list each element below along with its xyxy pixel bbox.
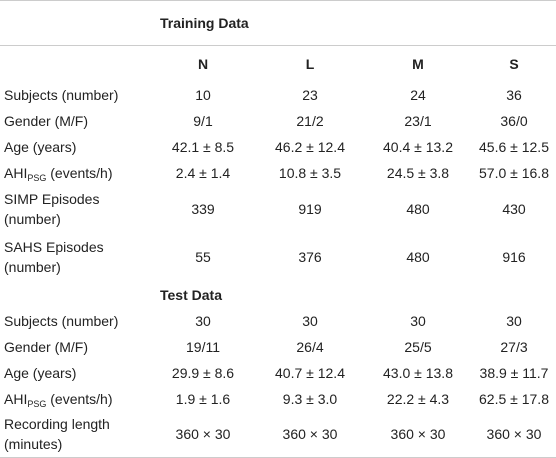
value-cell: 45.6 ± 12.5	[479, 138, 549, 155]
value-cell: 916	[502, 248, 526, 265]
value-cell: 339	[191, 200, 215, 217]
label-main: AHI	[4, 164, 28, 181]
row-label: SIMP Episodes (number)	[4, 190, 100, 227]
column-header: N	[197, 55, 209, 72]
label-subscript: PSG	[27, 172, 47, 183]
value-cell: 10.8 ± 3.5	[278, 164, 342, 181]
table-row: Subjects (number) 10 23 24 36	[0, 82, 556, 108]
value-cell: 30	[410, 312, 426, 329]
row-label: Age (years)	[4, 364, 77, 381]
row-label: Subjects (number)	[4, 312, 119, 329]
value-cell: 62.5 ± 17.8	[479, 390, 549, 407]
value-cell: 36	[506, 86, 522, 103]
table-row: Subjects (number) 30 30 30 30	[0, 308, 556, 334]
section-title: Test Data	[160, 286, 222, 303]
table-row: Test Data	[0, 282, 556, 308]
value-cell: 21/2	[296, 112, 324, 129]
row-label: Subjects (number)	[4, 86, 119, 103]
value-cell: 55	[195, 248, 211, 265]
value-cell: 25/5	[404, 338, 432, 355]
table-row: SAHS Episodes (number) 55 376 480 916	[0, 232, 556, 282]
column-header: S	[509, 55, 519, 72]
column-header: M	[412, 55, 424, 72]
row-label: AHIPSG (events/h)	[0, 386, 150, 412]
value-cell: 26/4	[296, 338, 324, 355]
spacer	[0, 282, 150, 308]
value-cell: 42.1 ± 8.5	[171, 138, 235, 155]
value-cell: 40.4 ± 13.2	[383, 138, 453, 155]
table-row: Age (years) 29.9 ± 8.6 40.7 ± 12.4 43.0 ± 1…	[0, 360, 556, 386]
value-cell: 27/3	[500, 338, 528, 355]
spacer	[0, 46, 150, 82]
section-title: Training Data	[150, 0, 556, 46]
row-label: Gender (M/F)	[4, 338, 89, 355]
value-cell: 46.2 ± 12.4	[275, 138, 345, 155]
value-cell: 40.7 ± 12.4	[275, 364, 345, 381]
value-cell: 360 × 30	[150, 411, 256, 458]
value-cell: 10	[195, 86, 211, 103]
table-row: Recording length (minutes) 360 × 30 360 × …	[0, 411, 556, 458]
table-row: SIMP Episodes (number) 339 919 480 430	[0, 186, 556, 232]
row-label: Recording length (minutes)	[0, 411, 150, 458]
value-cell: 376	[298, 248, 322, 265]
column-header: L	[305, 55, 315, 72]
value-cell: 19/11	[186, 338, 220, 355]
table-row: Gender (M/F) 9/1 21/2 23/1 36/0	[0, 108, 556, 134]
value-cell: 29.9 ± 8.6	[171, 364, 235, 381]
value-cell: 24.5 ± 3.8	[386, 164, 450, 181]
label-main: AHI	[4, 390, 28, 407]
value-cell: 9/1	[193, 112, 213, 129]
value-cell: 480	[406, 248, 430, 265]
value-cell: 480	[406, 200, 430, 217]
value-cell: 30	[506, 312, 522, 329]
value-cell: 36/0	[500, 112, 528, 129]
row-label: AHIPSG (events/h)	[0, 160, 150, 186]
table-row: AHIPSG (events/h) 2.4 ± 1.4 10.8 ± 3.5 24.5…	[0, 160, 556, 186]
value-cell: 919	[298, 200, 322, 217]
value-cell: 38.9 ± 11.7	[479, 364, 549, 381]
row-label: Gender (M/F)	[4, 112, 89, 129]
value-cell: 57.0 ± 16.8	[479, 164, 549, 181]
label-rest: (events/h)	[46, 390, 113, 407]
label-rest: (events/h)	[46, 164, 113, 181]
table-row: Training Data	[0, 0, 556, 46]
value-cell: 360 × 30	[472, 411, 556, 458]
value-cell: 43.0 ± 13.8	[383, 364, 453, 381]
value-cell: 2.4 ± 1.4	[175, 164, 231, 181]
value-cell: 23/1	[404, 112, 432, 129]
value-cell: 360 × 30	[364, 411, 472, 458]
value-cell: 9.3 ± 3.0	[282, 390, 338, 407]
table-row: AHIPSG (events/h) 1.9 ± 1.6 9.3 ± 3.0 22.2 …	[0, 386, 556, 412]
table-row: Age (years) 42.1 ± 8.5 46.2 ± 12.4 40.4 ± 1…	[0, 134, 556, 160]
value-cell: 22.2 ± 4.3	[386, 390, 450, 407]
value-cell: 24	[410, 86, 426, 103]
value-cell: 30	[302, 312, 318, 329]
table-row: Gender (M/F) 19/11 26/4 25/5 27/3	[0, 334, 556, 360]
row-label: SAHS Episodes (number)	[4, 238, 104, 275]
value-cell: 23	[302, 86, 318, 103]
value-cell: 1.9 ± 1.6	[175, 390, 231, 407]
value-cell: 430	[502, 200, 526, 217]
label-subscript: PSG	[27, 398, 47, 409]
row-label: Age (years)	[4, 138, 77, 155]
value-cell: 30	[195, 312, 211, 329]
value-cell: 360 × 30	[256, 411, 364, 458]
spacer	[0, 0, 150, 46]
